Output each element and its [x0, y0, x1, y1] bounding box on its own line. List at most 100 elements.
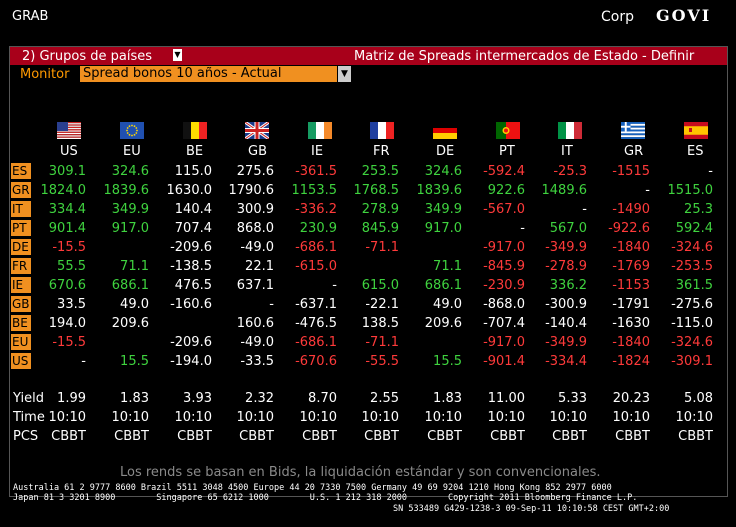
menu-dropdown-icon[interactable]: ▼ — [173, 49, 182, 61]
matrix-cell[interactable]: -275.6 — [671, 297, 713, 312]
matrix-cell[interactable]: - — [520, 221, 525, 236]
row-code-fr[interactable]: FR — [11, 258, 31, 274]
matrix-cell[interactable]: 592.4 — [675, 221, 713, 236]
matrix-cell[interactable]: -707.4 — [483, 316, 525, 331]
matrix-cell[interactable]: 1768.5 — [353, 183, 400, 198]
matrix-cell[interactable]: -71.1 — [365, 335, 399, 350]
matrix-cell[interactable]: -686.1 — [295, 240, 337, 255]
matrix-cell[interactable]: -349.9 — [545, 240, 587, 255]
row-code-eu[interactable]: EU — [11, 334, 31, 350]
matrix-cell[interactable]: 25.3 — [684, 202, 713, 217]
matrix-cell[interactable]: 349.9 — [111, 202, 149, 217]
matrix-cell[interactable]: -1769 — [612, 259, 650, 274]
matrix-cell[interactable]: -868.0 — [483, 297, 525, 312]
matrix-cell[interactable]: 209.6 — [424, 316, 462, 331]
matrix-cell[interactable]: 33.5 — [57, 297, 86, 312]
row-code-it[interactable]: IT — [11, 201, 31, 217]
matrix-cell[interactable]: -15.5 — [52, 335, 86, 350]
matrix-cell[interactable]: 138.5 — [361, 316, 399, 331]
matrix-cell[interactable]: -49.0 — [240, 335, 274, 350]
matrix-cell[interactable]: 1824.0 — [40, 183, 87, 198]
matrix-cell[interactable]: 1790.6 — [228, 183, 275, 198]
matrix-cell[interactable]: 115.0 — [174, 164, 212, 179]
matrix-cell[interactable]: 917.0 — [424, 221, 462, 236]
matrix-cell[interactable]: -140.4 — [545, 316, 587, 331]
matrix-cell[interactable]: 567.0 — [549, 221, 587, 236]
matrix-cell[interactable]: -922.6 — [608, 221, 650, 236]
matrix-cell[interactable]: -615.0 — [295, 259, 337, 274]
matrix-cell[interactable]: 1839.6 — [103, 183, 150, 198]
matrix-cell[interactable]: -300.9 — [545, 297, 587, 312]
matrix-cell[interactable]: 637.1 — [236, 278, 274, 293]
matrix-cell[interactable]: -670.6 — [295, 354, 337, 369]
matrix-cell[interactable]: 55.5 — [57, 259, 86, 274]
matrix-cell[interactable]: -1630 — [612, 316, 650, 331]
matrix-cell[interactable]: -567.0 — [483, 202, 525, 217]
matrix-cell[interactable]: 917.0 — [111, 221, 149, 236]
matrix-cell[interactable]: - — [708, 164, 713, 179]
chevron-down-icon[interactable]: ▼ — [338, 66, 351, 82]
matrix-cell[interactable]: 670.6 — [48, 278, 86, 293]
matrix-cell[interactable]: -1153 — [612, 278, 650, 293]
grab-label[interactable]: GRAB — [12, 9, 49, 24]
country-groups-menu[interactable]: 2) Grupos de países — [22, 49, 152, 64]
row-code-gr[interactable]: GR — [11, 182, 31, 198]
matrix-cell[interactable]: -138.5 — [170, 259, 212, 274]
matrix-cell[interactable]: 334.4 — [48, 202, 86, 217]
matrix-cell[interactable]: 922.6 — [487, 183, 525, 198]
matrix-cell[interactable]: - — [81, 354, 86, 369]
matrix-cell[interactable]: -1515 — [612, 164, 650, 179]
matrix-cell[interactable]: 253.5 — [361, 164, 399, 179]
matrix-cell[interactable]: 278.9 — [361, 202, 399, 217]
matrix-cell[interactable]: -901.4 — [483, 354, 525, 369]
matrix-cell[interactable]: 1839.6 — [416, 183, 463, 198]
matrix-cell[interactable]: -115.0 — [671, 316, 713, 331]
matrix-cell[interactable]: 1153.5 — [291, 183, 338, 198]
matrix-cell[interactable]: -71.1 — [365, 240, 399, 255]
matrix-cell[interactable]: -194.0 — [170, 354, 212, 369]
monitor-select[interactable]: Spread bonos 10 años - Actual — [80, 66, 337, 82]
matrix-cell[interactable]: 349.9 — [424, 202, 462, 217]
matrix-cell[interactable]: -324.6 — [671, 335, 713, 350]
matrix-cell[interactable]: 868.0 — [236, 221, 274, 236]
matrix-cell[interactable]: 309.1 — [48, 164, 86, 179]
matrix-cell[interactable]: -336.2 — [295, 202, 337, 217]
matrix-cell[interactable]: -324.6 — [671, 240, 713, 255]
matrix-cell[interactable]: 615.0 — [361, 278, 399, 293]
matrix-cell[interactable]: 336.2 — [549, 278, 587, 293]
matrix-cell[interactable]: 15.5 — [120, 354, 149, 369]
row-code-es[interactable]: ES — [11, 163, 31, 179]
matrix-cell[interactable]: -592.4 — [483, 164, 525, 179]
matrix-cell[interactable]: 686.1 — [424, 278, 462, 293]
matrix-cell[interactable]: 324.6 — [424, 164, 462, 179]
row-code-us[interactable]: US — [11, 353, 31, 369]
matrix-cell[interactable]: 1489.6 — [541, 183, 588, 198]
matrix-cell[interactable]: -55.5 — [365, 354, 399, 369]
matrix-cell[interactable]: -637.1 — [295, 297, 337, 312]
matrix-cell[interactable]: 209.6 — [111, 316, 149, 331]
matrix-cell[interactable]: - — [582, 202, 587, 217]
matrix-cell[interactable]: - — [269, 297, 274, 312]
matrix-cell[interactable]: 324.6 — [111, 164, 149, 179]
matrix-cell[interactable]: - — [645, 183, 650, 198]
row-code-gb[interactable]: GB — [11, 296, 31, 312]
matrix-cell[interactable]: -349.9 — [545, 335, 587, 350]
matrix-cell[interactable]: 71.1 — [433, 259, 462, 274]
matrix-cell[interactable]: -917.0 — [483, 240, 525, 255]
matrix-cell[interactable]: -25.3 — [553, 164, 587, 179]
matrix-cell[interactable]: -49.0 — [240, 240, 274, 255]
matrix-cell[interactable]: -917.0 — [483, 335, 525, 350]
matrix-cell[interactable]: 361.5 — [675, 278, 713, 293]
matrix-cell[interactable]: 140.4 — [174, 202, 212, 217]
matrix-cell[interactable]: -334.4 — [545, 354, 587, 369]
row-code-de[interactable]: DE — [11, 239, 31, 255]
matrix-cell[interactable]: 476.5 — [174, 278, 212, 293]
matrix-cell[interactable]: 15.5 — [433, 354, 462, 369]
matrix-cell[interactable]: 300.9 — [236, 202, 274, 217]
matrix-cell[interactable]: -361.5 — [295, 164, 337, 179]
matrix-cell[interactable]: 901.4 — [48, 221, 86, 236]
row-code-pt[interactable]: PT — [11, 220, 31, 236]
matrix-cell[interactable]: -1840 — [612, 335, 650, 350]
matrix-cell[interactable]: -476.5 — [295, 316, 337, 331]
matrix-cell[interactable]: 22.1 — [245, 259, 274, 274]
